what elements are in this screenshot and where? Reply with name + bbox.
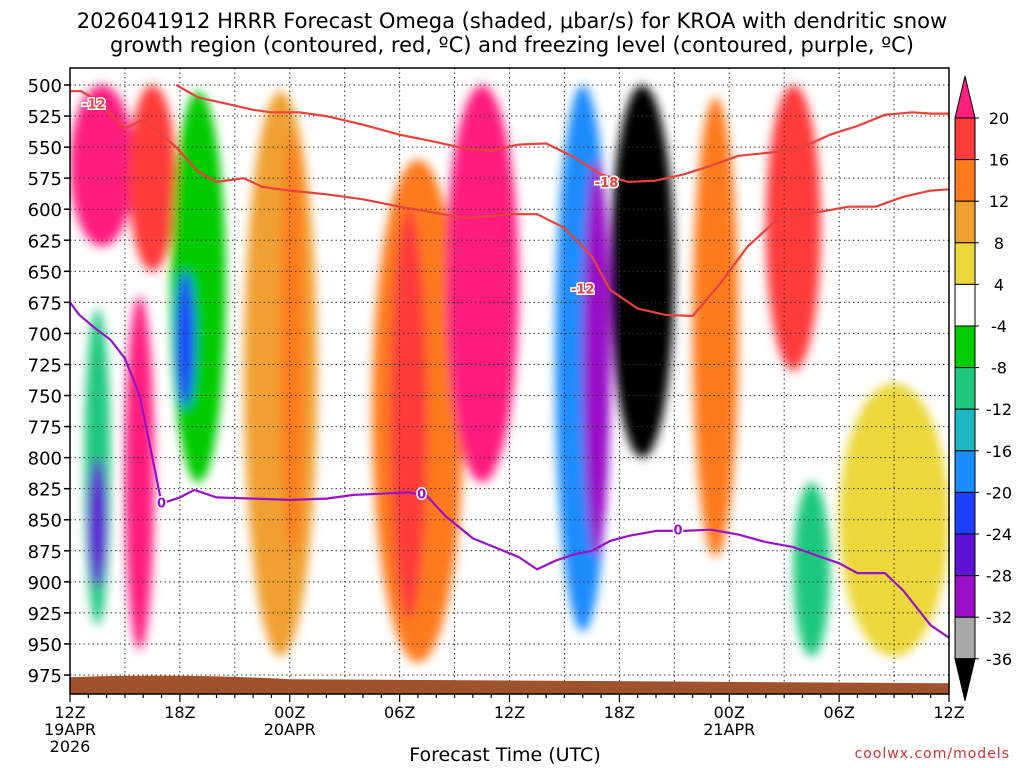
contour-label-5: 0	[673, 524, 682, 539]
contour-label-0: -12	[82, 98, 106, 113]
x-axis-title: Forecast Time (UTC)	[409, 744, 601, 766]
contour-lines	[70, 84, 949, 639]
colorbar-segment-3	[954, 200, 976, 244]
y-tick-label-975: 975	[28, 666, 62, 687]
omega-cell-11	[390, 209, 428, 620]
colorbar-segment-1	[954, 117, 976, 161]
contour-label-3: 0	[157, 496, 166, 511]
y-tick-label-900: 900	[28, 573, 62, 594]
colorbar-segment-11	[954, 533, 976, 577]
colorbar-label-8: -16	[986, 442, 1012, 461]
y-tick-label-850: 850	[28, 511, 62, 532]
omega-cell-7	[124, 296, 155, 651]
x-tick-label-36-0: 00Z	[714, 703, 745, 722]
x-tick-label-42-0: 06Z	[823, 703, 854, 722]
colorbar-segment-4	[954, 242, 976, 285]
colorbar-label-10: -24	[986, 525, 1012, 544]
y-tick-label-700: 700	[28, 324, 62, 345]
contour-line-2	[70, 301, 949, 639]
colorbar-segment-5	[954, 283, 976, 327]
y-tick-label-775: 775	[28, 418, 62, 439]
colorbar-segment-2	[954, 159, 976, 202]
colorbar-top-arrow	[954, 75, 976, 119]
x-tick-label-36-1: 21APR	[703, 720, 755, 739]
contour-label-4: 0	[417, 488, 426, 503]
colorbar-segment-6	[954, 325, 976, 369]
colorbar-segment-13	[954, 616, 976, 660]
y-tick-label-500: 500	[28, 76, 62, 97]
colorbar-label-4: 4	[994, 275, 1004, 294]
y-tick-label-625: 625	[28, 231, 62, 252]
colorbar-segment-10	[954, 491, 976, 535]
contour-line-0	[70, 90, 949, 318]
omega-cell-6	[88, 457, 107, 589]
y-tick-label-800: 800	[28, 449, 62, 470]
contour-label-2: -12	[571, 283, 595, 298]
colorbar-label-9: -20	[986, 483, 1012, 502]
omega-cell-14	[582, 159, 611, 557]
terrain-layer	[70, 675, 949, 694]
chart-title-line1: 2026041912 HRRR Forecast Omega (shaded, …	[76, 9, 948, 33]
colorbar: 20 16 12 8 4 -4 -8 -12 -16 -20 -24 -28 -32 -36	[954, 75, 1012, 701]
y-tick-label-675: 675	[28, 293, 62, 314]
colorbar-label-2: 12	[989, 192, 1009, 211]
y-tick-label-925: 925	[28, 604, 62, 625]
contour-labels: -12 -18 -12 0 0 0	[81, 96, 684, 540]
y-tick-label-600: 600	[28, 200, 62, 221]
x-tick-label-0-0: 12Z	[54, 703, 85, 722]
x-tick-label-12-0: 00Z	[274, 703, 305, 722]
omega-cell-17	[765, 85, 821, 371]
y-tick-label-550: 550	[28, 138, 62, 159]
colorbar-label-12: -32	[986, 608, 1012, 627]
x-tick-label-24-0: 12Z	[494, 703, 525, 722]
colorbar-label-13: -36	[986, 650, 1012, 669]
x-tick-label-12-1: 20APR	[264, 720, 316, 739]
omega-cell-18	[793, 482, 830, 657]
omega-cell-8	[243, 91, 318, 657]
omega-cell-9	[280, 134, 305, 557]
y-tick-label-875: 875	[28, 542, 62, 563]
y-axis: 500 525 550 575 600 625 650 675 700 725 750 775 800 8…	[28, 76, 70, 687]
colorbar-label-11: -28	[986, 567, 1012, 586]
colorbar-segment-12	[954, 575, 976, 618]
x-tick-label-30-0: 18Z	[604, 703, 635, 722]
x-tick-label-0-1: 19APR	[44, 720, 96, 739]
contour-label-1: -18	[595, 176, 619, 191]
y-tick-label-650: 650	[28, 262, 62, 283]
colorbar-label-6: -8	[991, 359, 1007, 378]
colorbar-bottom-arrow	[954, 658, 976, 701]
colorbar-label-7: -12	[986, 400, 1012, 419]
y-tick-label-575: 575	[28, 169, 62, 190]
y-tick-label-750: 750	[28, 387, 62, 408]
x-tick-label-18-0: 06Z	[384, 703, 415, 722]
omega-cell-0	[70, 85, 135, 247]
credit-link[interactable]: coolwx.com/models	[854, 746, 1010, 762]
terrain-ground	[70, 675, 949, 694]
colorbar-label-0: 20	[989, 109, 1009, 128]
x-tick-label-6-0: 18Z	[164, 703, 195, 722]
colorbar-label-1: 16	[989, 151, 1009, 170]
x-tick-label-48-0: 12Z	[933, 703, 964, 722]
y-tick-label-525: 525	[28, 107, 62, 128]
x-tick-label-0-2: 2026	[50, 737, 91, 756]
colorbar-segment-7	[954, 367, 976, 410]
colorbar-label-3: 8	[994, 234, 1004, 253]
y-tick-label-825: 825	[28, 480, 62, 501]
colorbar-label-5: -4	[991, 317, 1007, 336]
omega-cell-4	[176, 271, 195, 408]
colorbar-segment-9	[954, 450, 976, 493]
colorbar-segment-8	[954, 408, 976, 452]
chart-title-line2: growth region (contoured, red, ºC) and f…	[110, 33, 914, 57]
y-tick-label-725: 725	[28, 355, 62, 376]
omega-cell-12	[445, 85, 519, 483]
y-tick-label-950: 950	[28, 635, 62, 656]
contour-line-1	[175, 84, 949, 183]
omega-cell-16	[692, 97, 739, 557]
